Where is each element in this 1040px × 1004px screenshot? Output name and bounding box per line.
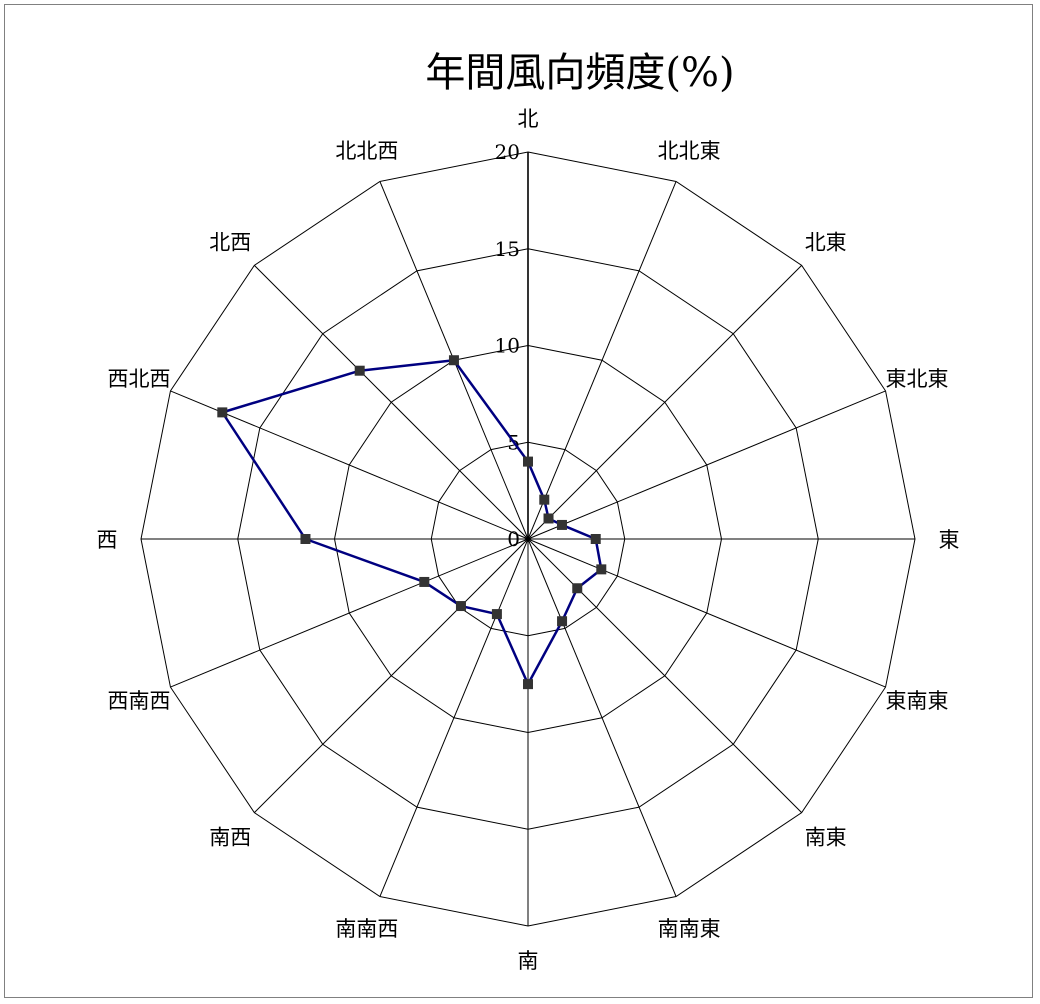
grid-spoke — [527, 181, 677, 540]
series-layer — [217, 355, 607, 690]
category-label: 南南西 — [335, 917, 398, 941]
data-point-marker — [572, 583, 583, 594]
category-label: 東 — [939, 528, 960, 552]
radial-tick-label: 10 — [495, 334, 520, 358]
category-label: 南西 — [209, 826, 251, 850]
category-label: 南 — [518, 949, 539, 973]
radial-tick-label: 15 — [495, 237, 520, 261]
grid-spoke — [170, 390, 529, 540]
data-point-marker — [491, 609, 502, 620]
grid-spoke — [253, 264, 529, 540]
category-label: 北西 — [209, 230, 251, 254]
grid-spoke — [527, 538, 886, 688]
category-label: 西南西 — [108, 689, 171, 713]
data-point-marker — [448, 355, 459, 366]
radial-tick-label: 20 — [495, 140, 520, 164]
category-label: 北 — [518, 107, 539, 131]
radar-grid — [140, 151, 916, 927]
category-label: 南南東 — [658, 917, 721, 941]
category-label: 東南東 — [885, 689, 948, 713]
data-point-marker — [557, 616, 568, 627]
category-label: 北北西 — [335, 139, 398, 163]
grid-spoke — [170, 538, 529, 688]
data-point-marker — [217, 407, 228, 418]
grid-spoke — [379, 538, 529, 897]
chart-title: 年間風向頻度(%) — [425, 50, 734, 96]
data-point-marker — [419, 576, 430, 587]
data-point-marker — [556, 519, 567, 530]
data-point-marker — [539, 494, 550, 505]
data-point-marker — [455, 601, 466, 612]
category-label: 東北東 — [885, 367, 948, 391]
chart-frame — [4, 4, 1033, 998]
grid-spoke — [527, 264, 803, 540]
data-point-marker — [543, 513, 554, 524]
category-label: 西北西 — [108, 367, 171, 391]
category-label: 北東 — [805, 230, 847, 254]
grid-spoke — [527, 538, 677, 897]
grid-spoke — [527, 538, 803, 814]
data-point-marker — [523, 679, 533, 690]
category-label: 南東 — [805, 826, 847, 850]
data-point-marker — [596, 564, 607, 575]
data-point-marker — [523, 456, 533, 467]
grid-spoke — [253, 538, 529, 814]
radial-tick-label: 0 — [507, 527, 520, 551]
category-label: 西 — [97, 528, 118, 552]
grid-spoke — [527, 390, 886, 540]
category-label: 北北東 — [658, 139, 721, 163]
data-point-marker — [300, 534, 311, 544]
data-point-marker — [590, 534, 601, 544]
data-point-marker — [354, 365, 365, 376]
